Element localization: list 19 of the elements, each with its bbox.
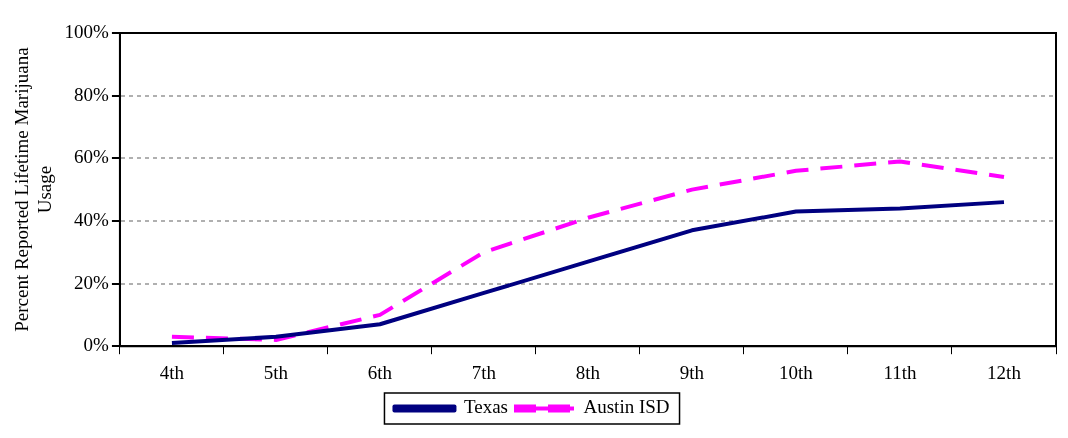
x-tick-label: 9th xyxy=(679,361,705,383)
x-tick-label: 12th xyxy=(987,361,1022,383)
x-tick-label: 8th xyxy=(575,361,601,383)
y-tick-label: 100% xyxy=(64,20,110,42)
y-tick-label: 60% xyxy=(74,146,110,168)
y-axis-title: Percent Reported Lifetime Marijuana Usage xyxy=(11,46,56,332)
legend-label: Austin ISD xyxy=(583,396,670,418)
x-tick-label: 5th xyxy=(263,361,289,383)
y-tick-label: 0% xyxy=(83,334,110,356)
line-series xyxy=(169,159,1006,342)
x-tick-label: 7th xyxy=(471,361,497,383)
y-tick-label: 40% xyxy=(74,208,110,230)
y-tick-label: 80% xyxy=(74,83,110,105)
x-tick-label: 4th xyxy=(159,361,185,383)
x-tick-label: 6th xyxy=(367,361,393,383)
x-tick-label: 11th xyxy=(883,361,918,383)
x-tick-label: 10th xyxy=(779,361,814,383)
legend-label: Texas xyxy=(463,396,509,418)
y-tick-label: 20% xyxy=(74,271,110,293)
